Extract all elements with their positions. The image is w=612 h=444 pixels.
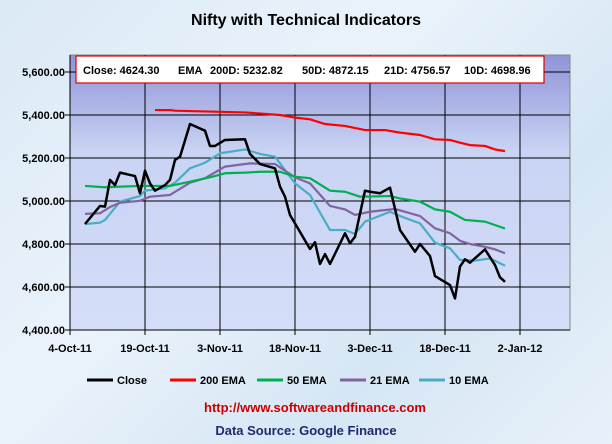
annotation-close: Close: 4624.30 [83,65,159,77]
x-tick-label: 18-Nov-11 [269,343,321,355]
annotation-10d: 10D: 4698.96 [464,65,531,77]
legend-label: 50 EMA [287,375,327,387]
annotation-ema: EMA [178,65,203,77]
source-url[interactable]: http://www.softwareandfinance.com [204,400,426,415]
x-tick-label: 3-Dec-11 [347,343,392,355]
legend-label: 10 EMA [449,375,489,387]
x-tick-label: 18-Dec-11 [419,343,470,355]
annotation-21d: 21D: 4756.57 [384,65,451,77]
legend-label: 21 EMA [370,375,410,387]
series-200-ema [155,108,506,153]
series-50-ema [84,170,506,230]
y-tick-label: 5,000.00 [22,196,65,208]
x-tick-label: 4-Oct-11 [48,343,91,355]
y-tick-label: 4,800.00 [22,239,65,251]
annotation-box [75,55,545,84]
series-21-ema [84,162,506,255]
plot-area [69,54,571,331]
x-tick-label: 2-Jan-12 [498,343,543,355]
legend-label: 200 EMA [200,375,246,387]
annotation-200d: 200D: 5232.82 [210,65,283,77]
y-tick-label: 5,200.00 [22,153,65,165]
x-tick-label: 19-Oct-11 [120,343,170,355]
y-tick-label: 5,400.00 [22,110,65,122]
legend-label: Close [117,375,147,387]
x-tick-label: 3-Nov-11 [197,343,243,355]
y-tick-label: 5,600.00 [22,67,65,79]
series-close [84,122,506,300]
data-source: Data Source: Google Finance [215,423,396,438]
annotation-50d: 50D: 4872.15 [302,65,369,77]
chart-title: Nifty with Technical Indicators [191,12,421,29]
y-tick-label: 4,600.00 [22,282,65,294]
y-tick-label: 4,400.00 [22,325,65,337]
